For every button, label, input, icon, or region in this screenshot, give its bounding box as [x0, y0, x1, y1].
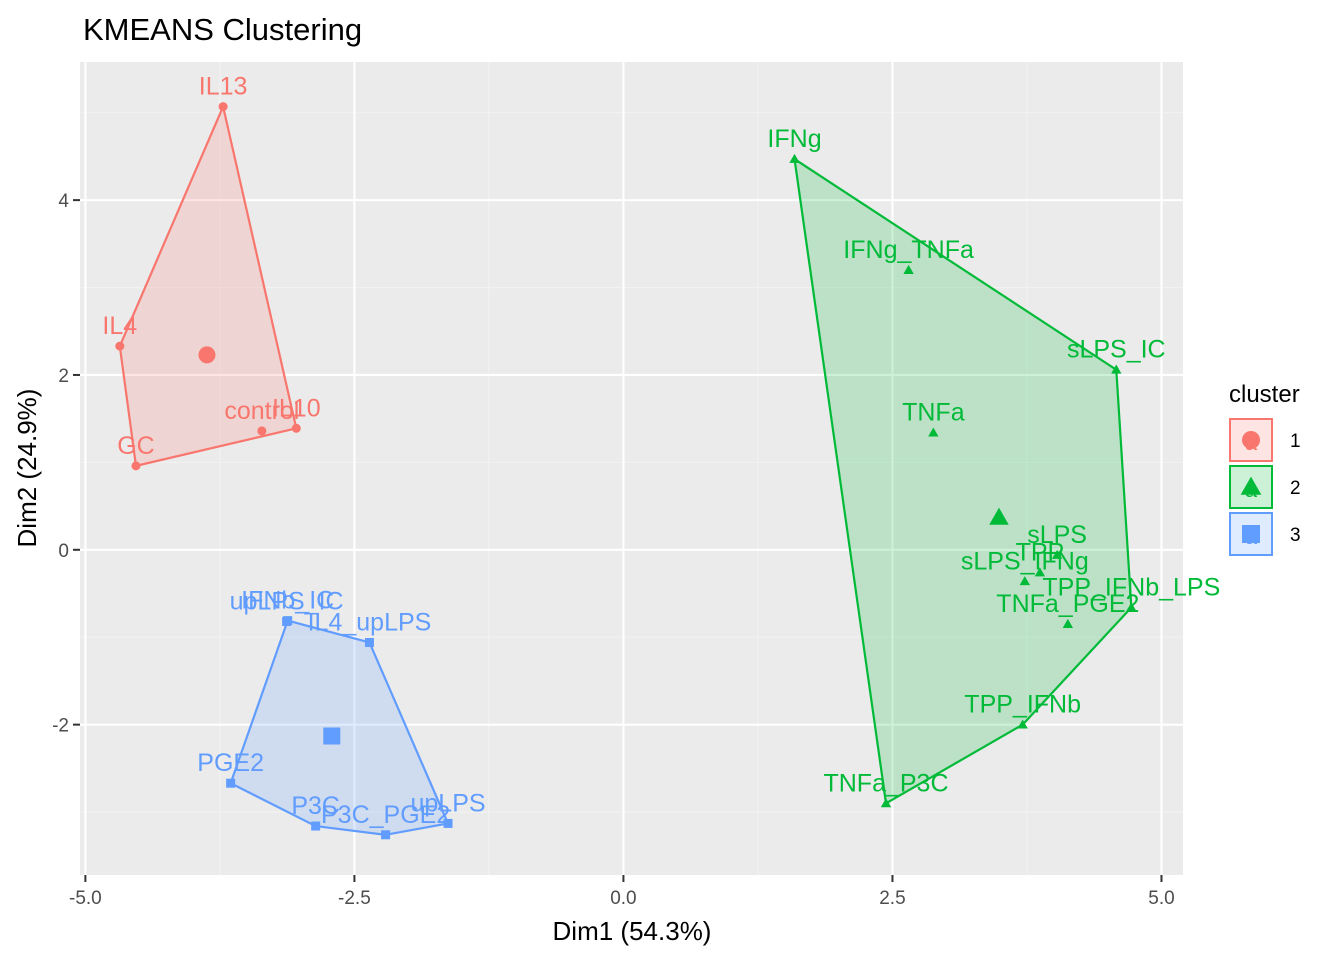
- legend-label: 3: [1290, 525, 1301, 546]
- data-point: [880, 798, 892, 808]
- data-point: [218, 102, 228, 112]
- legend-label: 1: [1290, 431, 1301, 452]
- point-label: PGE2: [197, 749, 264, 777]
- legend: cluster a1a2a3: [1229, 381, 1301, 556]
- data-point: [283, 616, 293, 626]
- point-label: IFNg_TNFa: [843, 236, 974, 264]
- point-label: GC: [117, 432, 155, 460]
- data-point: [443, 818, 453, 828]
- x-axis: -5.0 -2.5 0.0 2.5 5.0: [69, 875, 1175, 909]
- data-point: [1017, 719, 1028, 729]
- point-label: upLPS_IC: [230, 587, 344, 615]
- x-tick-label: 0.0: [610, 888, 636, 909]
- cluster-center-2: [989, 507, 1009, 525]
- data-points: [115, 102, 1137, 840]
- point-label: TNFa_PGE2: [996, 590, 1139, 618]
- cluster-centers: [198, 346, 1009, 745]
- data-point: [928, 427, 939, 437]
- point-label: IL10: [272, 394, 321, 422]
- y-tick-label: 0: [58, 541, 69, 562]
- data-point: [115, 341, 125, 351]
- data-point: [1062, 618, 1074, 628]
- point-label: control: [224, 397, 299, 425]
- legend-key-shape: [1240, 476, 1262, 495]
- point-label: sLPS_IC: [1067, 336, 1166, 364]
- minor-gridlines: [80, 62, 1183, 875]
- data-point: [364, 637, 374, 647]
- point-label: upLPS: [410, 789, 485, 817]
- point-label: TPP_IFNb_LPS: [1042, 573, 1220, 601]
- data-point: [257, 426, 267, 436]
- point-label: IL4: [102, 312, 137, 340]
- data-point: [381, 830, 391, 840]
- cluster-center-3: [323, 727, 341, 745]
- data-point: [311, 821, 321, 831]
- point-label: IL4_upLPS: [308, 608, 432, 636]
- data-point: [1051, 549, 1063, 559]
- chart-title: KMEANS Clustering: [83, 12, 362, 47]
- data-point: [789, 153, 800, 163]
- x-tick-label: 2.5: [879, 888, 905, 909]
- point-label: sLPS: [1027, 521, 1087, 549]
- data-point: [131, 461, 141, 471]
- data-point: [1126, 602, 1137, 612]
- y-tick-label: -2: [52, 716, 69, 737]
- legend-label: 2: [1290, 478, 1301, 499]
- point-label: P3C: [291, 792, 340, 820]
- legend-item-3: a3: [1229, 512, 1301, 556]
- y-axis-label: Dim2 (24.9%): [12, 389, 42, 548]
- data-point: [1034, 567, 1046, 577]
- x-tick-label: -2.5: [338, 888, 371, 909]
- legend-item-1: a1: [1229, 418, 1301, 462]
- point-label: TNFa: [902, 399, 965, 427]
- cluster-center-1: [198, 346, 216, 364]
- point-label: TPP_IFNb: [964, 691, 1081, 719]
- cluster-hull-2: [793, 156, 1133, 806]
- point-label: sLPS_IFNg: [961, 547, 1089, 575]
- x-tick-label: 5.0: [1148, 888, 1174, 909]
- data-point: [291, 423, 301, 433]
- legend-title: cluster: [1229, 381, 1300, 408]
- y-tick-label: 2: [58, 366, 69, 387]
- point-label: TNFa_P3C: [823, 769, 948, 797]
- x-axis-label: Dim1 (54.3%): [553, 916, 712, 946]
- legend-item-2: a2: [1229, 465, 1301, 509]
- point-label: TPP: [1016, 539, 1065, 567]
- point-label: P3C_PGE2: [321, 801, 450, 829]
- x-tick-label: -5.0: [69, 888, 102, 909]
- data-point: [1111, 364, 1122, 374]
- point-label: IL13: [199, 73, 248, 101]
- point-label: IFNg: [767, 125, 821, 153]
- plot-panel: [80, 62, 1183, 875]
- data-point: [226, 778, 236, 788]
- legend-key-shape: [1242, 431, 1260, 449]
- legend-key-shape: [1242, 525, 1260, 543]
- point-label: IFNb_IC: [241, 587, 334, 615]
- y-tick-label: 4: [58, 191, 69, 212]
- data-point: [1019, 576, 1030, 586]
- data-point: [903, 264, 914, 274]
- major-gridlines: [80, 62, 1183, 875]
- y-axis: -2 0 2 4: [52, 191, 80, 737]
- cluster-hulls: [118, 103, 1133, 836]
